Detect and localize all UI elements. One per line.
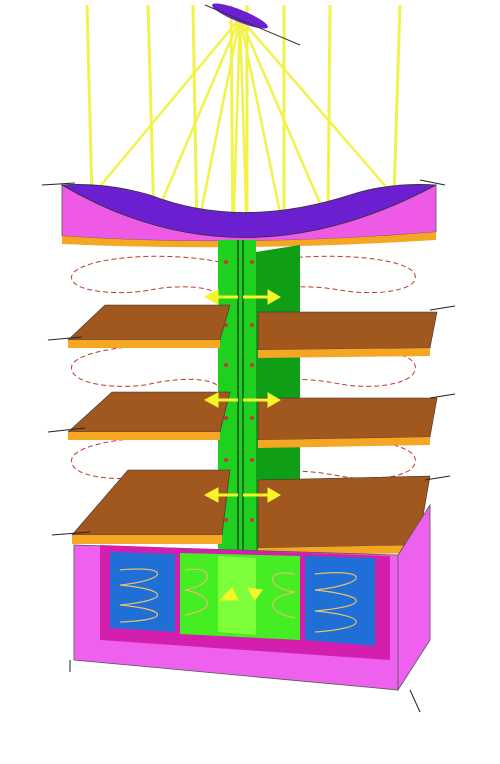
- water-tank-left: [110, 552, 175, 632]
- floor-bottom: [71, 469, 431, 556]
- heat-arrows: [203, 289, 281, 601]
- shaft-markers: [224, 260, 254, 522]
- sun-ray: [146, 4, 156, 221]
- reflected-rays: [91, 17, 395, 241]
- collector-dish: [60, 184, 438, 248]
- construction-lines: [41, 179, 456, 713]
- sun-ray: [229, 4, 235, 241]
- floor-top: [67, 304, 438, 358]
- sun-ray: [85, 4, 94, 197]
- floor-middle: [67, 391, 438, 448]
- secondary-mirror: [204, 3, 301, 46]
- sun-ray: [191, 4, 199, 233]
- sun-ray: [326, 4, 332, 223]
- water-tank-right: [305, 556, 375, 646]
- sun-ray: [392, 4, 402, 197]
- tank-coils: [119, 568, 357, 633]
